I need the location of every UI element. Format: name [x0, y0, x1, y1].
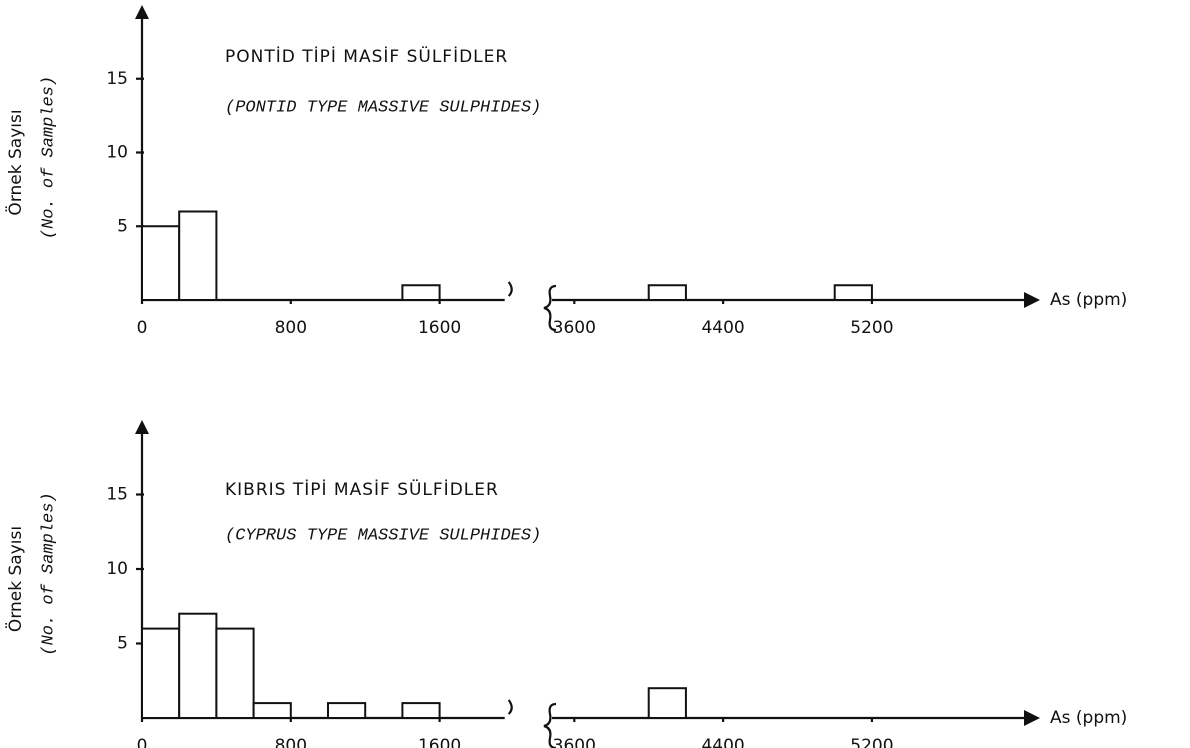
y-arrow [135, 5, 149, 19]
chart-title: KIBRIS TİPİ MASİF SÜLFİDLER [225, 478, 499, 500]
x-tick-label: 5200 [850, 736, 893, 748]
x-axis-label: As (ppm) [1050, 290, 1127, 310]
bar [401, 284, 441, 301]
y-tick-label: 15 [106, 69, 128, 89]
y-axis-label-en: (No. of Samples) [39, 492, 58, 655]
axis-break [543, 702, 557, 748]
bar [647, 284, 687, 301]
y-tick-label: 5 [117, 634, 128, 654]
bar [215, 627, 255, 719]
y-axis-label: Örnek Sayısı [4, 526, 26, 632]
x-axis-label: As (ppm) [1050, 708, 1127, 728]
axis-break [507, 699, 513, 715]
x-tick-label: 3600 [553, 736, 596, 748]
bar [141, 225, 181, 301]
x-tick-label: 4400 [701, 318, 744, 338]
bar [401, 702, 441, 719]
y-arrow [135, 420, 149, 434]
bar [178, 210, 218, 301]
bar [647, 687, 687, 720]
x-tick-label: 4400 [701, 736, 744, 748]
x-arrow [1024, 292, 1040, 308]
bar [178, 612, 218, 720]
x-arrow [1024, 710, 1040, 726]
x-tick-label: 0 [137, 736, 148, 748]
y-tick-label: 10 [106, 143, 128, 163]
y-tick-label: 10 [106, 559, 128, 579]
x-tick-label: 5200 [850, 318, 893, 338]
bar [833, 284, 873, 301]
x-tick-label: 0 [137, 318, 148, 338]
x-tick-label: 800 [275, 318, 307, 338]
axis-break [507, 281, 513, 297]
bar [252, 702, 292, 719]
chart-title: PONTİD TİPİ MASİF SÜLFİDLER [225, 45, 508, 67]
x-tick-label: 1600 [418, 318, 461, 338]
chart-subtitle: (CYPRUS TYPE MASSIVE SULPHIDES) [225, 526, 541, 545]
bar [327, 702, 367, 719]
y-axis-label-en: (No. of Samples) [39, 76, 58, 239]
y-tick-label: 5 [117, 216, 128, 236]
x-tick-label: 800 [275, 736, 307, 748]
y-axis-label: Örnek Sayısı [4, 109, 26, 215]
bar [141, 627, 181, 719]
axis-break [543, 284, 557, 332]
x-tick-label: 3600 [553, 318, 596, 338]
chart-subtitle: (PONTID TYPE MASSIVE SULPHIDES) [225, 98, 541, 117]
y-tick-label: 15 [106, 485, 128, 505]
x-tick-label: 1600 [418, 736, 461, 748]
